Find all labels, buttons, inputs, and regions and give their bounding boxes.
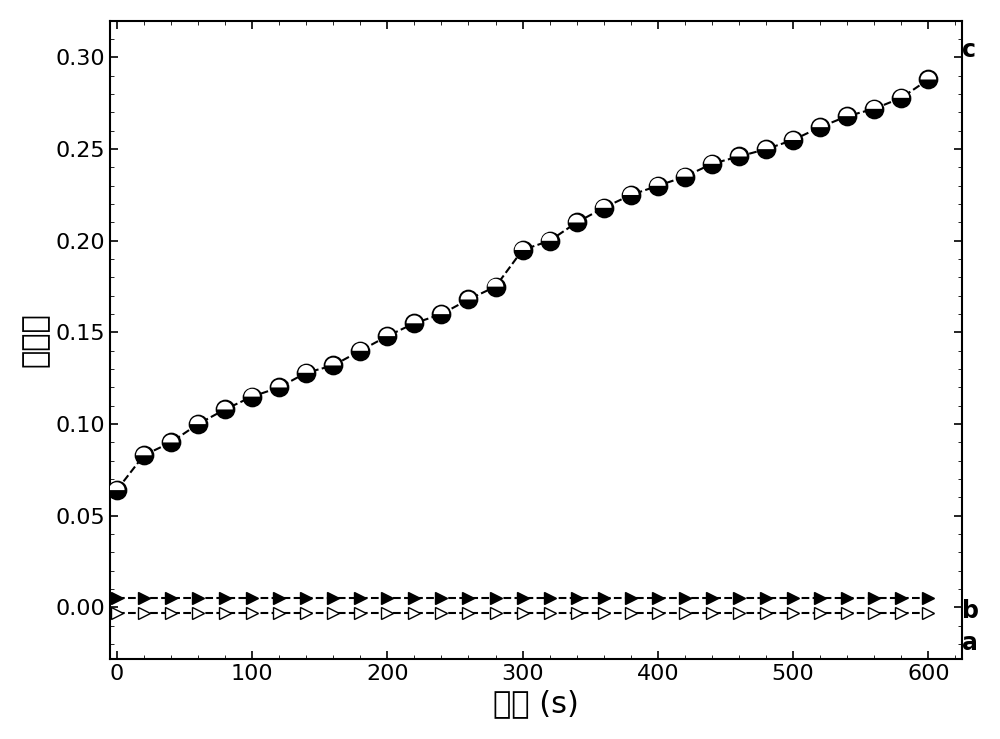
Point	[488, 281, 504, 293]
Point	[596, 202, 612, 214]
Point	[298, 367, 314, 378]
Point	[163, 437, 179, 449]
Point	[244, 391, 260, 403]
Point	[731, 151, 747, 163]
Point	[271, 381, 287, 393]
Point	[379, 330, 395, 342]
Point	[109, 484, 125, 496]
Point	[920, 74, 936, 86]
Point	[569, 217, 585, 228]
Point	[109, 484, 125, 496]
Point	[812, 121, 828, 133]
Point	[406, 317, 422, 329]
Point	[136, 449, 152, 461]
Point	[433, 308, 449, 320]
Text: b: b	[962, 599, 979, 623]
Point	[623, 189, 639, 201]
Point	[623, 189, 639, 201]
Point	[325, 360, 341, 372]
Point	[217, 403, 233, 415]
Point	[704, 158, 720, 170]
Point	[542, 235, 558, 247]
Point	[190, 418, 206, 430]
Point	[920, 74, 936, 86]
Point	[515, 244, 531, 256]
X-axis label: 时间 (s): 时间 (s)	[493, 689, 579, 718]
Point	[217, 403, 233, 415]
Point	[488, 281, 504, 293]
Point	[839, 110, 855, 122]
Point	[298, 367, 314, 378]
Point	[379, 330, 395, 342]
Point	[704, 158, 720, 170]
Point	[325, 360, 341, 372]
Point	[866, 103, 882, 115]
Point	[677, 171, 693, 183]
Y-axis label: 吸光度: 吸光度	[21, 313, 50, 367]
Point	[244, 391, 260, 403]
Point	[190, 418, 206, 430]
Point	[136, 449, 152, 461]
Point	[460, 293, 476, 305]
Point	[731, 151, 747, 163]
Point	[433, 308, 449, 320]
Point	[677, 171, 693, 183]
Point	[542, 235, 558, 247]
Point	[650, 180, 666, 191]
Point	[650, 180, 666, 191]
Point	[460, 293, 476, 305]
Point	[406, 317, 422, 329]
Point	[758, 143, 774, 155]
Point	[893, 92, 909, 103]
Point	[271, 381, 287, 393]
Text: a: a	[962, 631, 978, 655]
Point	[812, 121, 828, 133]
Point	[785, 134, 801, 146]
Point	[352, 345, 368, 357]
Point	[352, 345, 368, 357]
Point	[866, 103, 882, 115]
Point	[758, 143, 774, 155]
Point	[596, 202, 612, 214]
Point	[785, 134, 801, 146]
Point	[893, 92, 909, 103]
Text: c: c	[962, 38, 976, 61]
Point	[163, 437, 179, 449]
Point	[839, 110, 855, 122]
Point	[515, 244, 531, 256]
Point	[569, 217, 585, 228]
